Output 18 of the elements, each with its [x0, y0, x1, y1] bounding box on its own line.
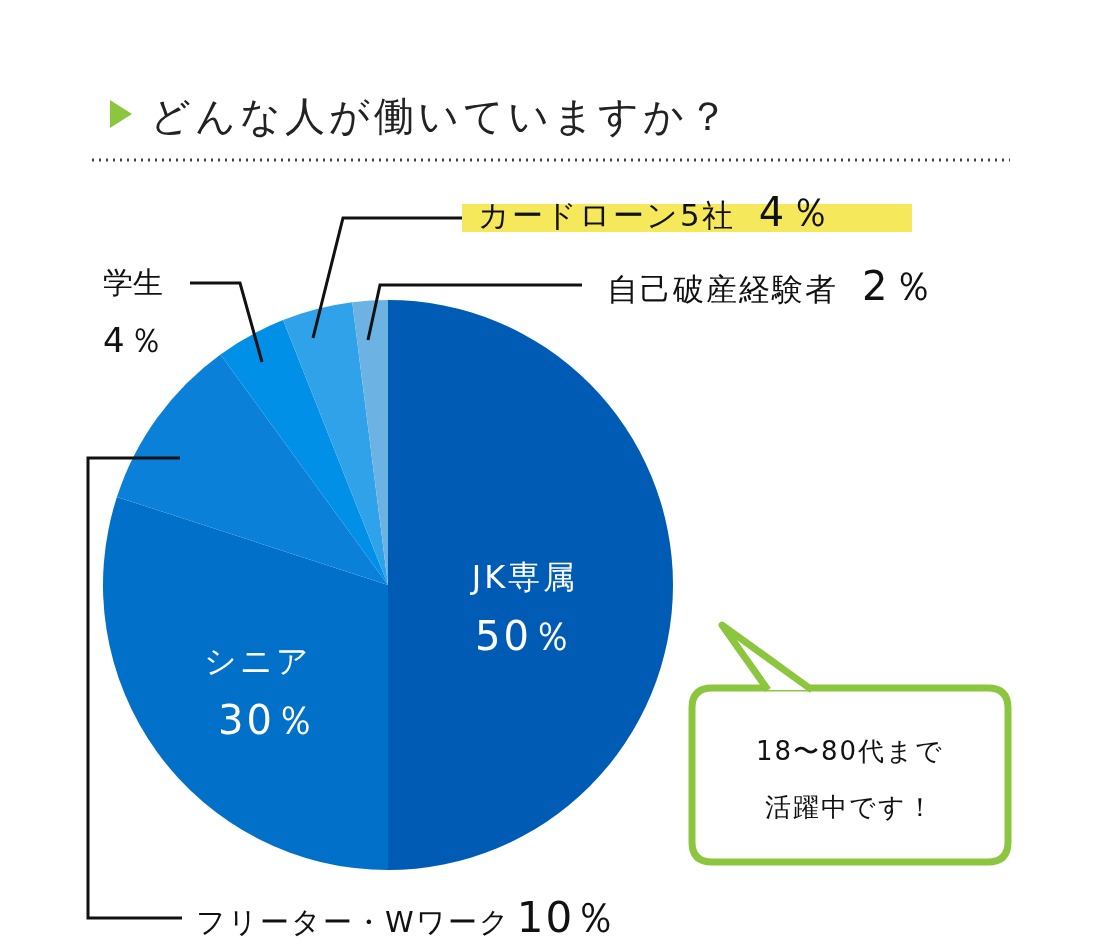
slice-label: カードローン5社	[478, 197, 735, 233]
slice-label: 自己破産経験者	[607, 271, 838, 307]
data-label: 30％	[218, 697, 318, 743]
callout: 18〜80代まで 活躍中です！	[688, 621, 1012, 866]
data-label: 10％	[516, 893, 619, 942]
slice-label: シニア	[204, 642, 312, 680]
slice-label: 学生	[103, 265, 163, 300]
data-label: 4％	[103, 320, 167, 360]
pie-slice	[220, 320, 388, 585]
chart-title: どんな人が働いていますか？	[150, 93, 732, 139]
pie-slice	[116, 354, 388, 585]
data-label: 50％	[475, 613, 575, 659]
data-label: 2％	[862, 263, 940, 309]
pie-slice	[103, 496, 388, 870]
slice-label: フリーター・Wワーク	[196, 905, 511, 939]
slice-label: JK専属	[469, 558, 579, 596]
data-label: 4％	[758, 189, 837, 235]
pie-slice	[283, 302, 388, 585]
